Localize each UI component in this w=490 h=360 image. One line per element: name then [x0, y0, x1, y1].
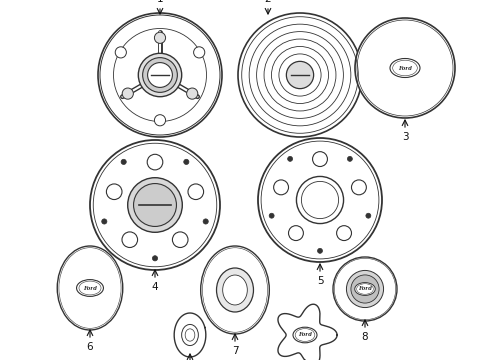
Circle shape — [134, 184, 176, 226]
Circle shape — [351, 180, 367, 195]
Circle shape — [122, 88, 133, 99]
Circle shape — [355, 18, 455, 118]
Circle shape — [313, 152, 327, 167]
Circle shape — [90, 140, 220, 270]
Ellipse shape — [355, 283, 375, 296]
Ellipse shape — [182, 324, 198, 346]
Circle shape — [273, 180, 289, 195]
Circle shape — [172, 232, 188, 248]
Circle shape — [98, 13, 222, 137]
Circle shape — [301, 181, 339, 219]
Text: Ford: Ford — [83, 285, 97, 291]
Circle shape — [351, 275, 379, 303]
Circle shape — [184, 159, 189, 165]
Circle shape — [147, 154, 163, 170]
Text: Ford: Ford — [398, 66, 412, 71]
Circle shape — [194, 47, 205, 58]
Circle shape — [258, 138, 382, 262]
Ellipse shape — [217, 268, 253, 312]
Text: 5: 5 — [317, 276, 323, 286]
Text: 4: 4 — [152, 282, 158, 292]
Circle shape — [288, 156, 293, 161]
Circle shape — [347, 156, 352, 161]
Ellipse shape — [390, 58, 420, 77]
Circle shape — [346, 270, 384, 307]
Circle shape — [286, 61, 314, 89]
Circle shape — [152, 256, 158, 261]
Circle shape — [143, 58, 177, 93]
Circle shape — [102, 219, 107, 224]
Circle shape — [289, 226, 303, 240]
Text: 8: 8 — [362, 332, 368, 342]
Text: 3: 3 — [402, 132, 408, 142]
Circle shape — [238, 13, 362, 137]
Circle shape — [121, 159, 126, 165]
Text: 6: 6 — [87, 342, 93, 352]
Circle shape — [337, 226, 351, 240]
Ellipse shape — [185, 329, 195, 341]
Text: Ford: Ford — [298, 333, 312, 338]
Ellipse shape — [76, 280, 103, 296]
Text: 7: 7 — [232, 346, 238, 356]
Circle shape — [154, 115, 166, 126]
Circle shape — [147, 63, 172, 87]
Circle shape — [366, 213, 371, 218]
Ellipse shape — [201, 246, 270, 334]
Ellipse shape — [57, 246, 123, 330]
Circle shape — [296, 176, 343, 224]
Circle shape — [138, 53, 182, 97]
Text: Ford: Ford — [358, 287, 372, 292]
Circle shape — [115, 47, 126, 58]
Circle shape — [122, 232, 138, 248]
Ellipse shape — [293, 327, 317, 343]
Circle shape — [128, 178, 182, 232]
Text: 2: 2 — [265, 0, 271, 4]
Circle shape — [269, 213, 274, 218]
Circle shape — [106, 184, 122, 199]
Circle shape — [203, 219, 208, 224]
Circle shape — [318, 248, 322, 253]
Ellipse shape — [222, 275, 247, 305]
Text: 1: 1 — [157, 0, 163, 4]
Polygon shape — [278, 304, 337, 360]
Circle shape — [333, 257, 397, 321]
Circle shape — [187, 88, 198, 99]
Circle shape — [154, 32, 166, 43]
Circle shape — [188, 184, 204, 199]
